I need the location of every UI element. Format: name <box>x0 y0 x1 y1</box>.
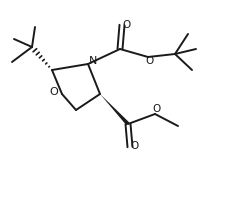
Text: O: O <box>49 87 58 97</box>
Polygon shape <box>100 94 129 125</box>
Text: O: O <box>152 104 161 114</box>
Text: O: O <box>122 20 131 30</box>
Text: N: N <box>88 56 97 66</box>
Text: O: O <box>145 56 153 66</box>
Text: O: O <box>130 141 139 151</box>
